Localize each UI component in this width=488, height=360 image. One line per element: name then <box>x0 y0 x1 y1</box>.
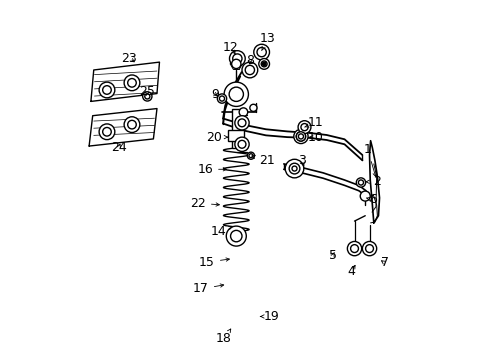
Circle shape <box>346 242 361 256</box>
Circle shape <box>217 94 226 103</box>
Circle shape <box>248 154 252 158</box>
Circle shape <box>239 108 247 116</box>
Text: 5: 5 <box>328 248 336 261</box>
Polygon shape <box>91 62 159 102</box>
Circle shape <box>247 152 254 159</box>
Circle shape <box>298 134 303 139</box>
Circle shape <box>230 230 242 242</box>
Circle shape <box>285 159 303 178</box>
Text: 21: 21 <box>251 154 274 167</box>
Circle shape <box>262 62 265 66</box>
Circle shape <box>296 132 305 141</box>
Circle shape <box>257 48 266 57</box>
Text: 23: 23 <box>122 52 137 65</box>
Circle shape <box>365 245 373 252</box>
Circle shape <box>226 226 246 246</box>
Text: 22: 22 <box>190 197 219 210</box>
Circle shape <box>231 59 241 68</box>
Circle shape <box>102 86 111 94</box>
Circle shape <box>249 104 257 111</box>
Circle shape <box>288 163 299 174</box>
Text: 18: 18 <box>215 329 231 346</box>
Text: 2: 2 <box>366 175 380 188</box>
Circle shape <box>242 62 257 78</box>
Circle shape <box>99 124 115 140</box>
Circle shape <box>356 178 365 187</box>
Circle shape <box>234 137 248 152</box>
Text: 3: 3 <box>297 154 305 167</box>
Text: 24: 24 <box>111 141 126 154</box>
Circle shape <box>300 123 307 131</box>
Circle shape <box>232 54 242 63</box>
Text: 9: 9 <box>211 88 219 101</box>
Circle shape <box>127 78 136 87</box>
Text: 16: 16 <box>197 163 226 176</box>
Text: 15: 15 <box>199 256 229 269</box>
Circle shape <box>261 61 266 67</box>
Text: 6: 6 <box>366 193 376 206</box>
Text: 13: 13 <box>259 32 275 51</box>
Circle shape <box>238 140 245 148</box>
Circle shape <box>293 129 307 144</box>
Circle shape <box>142 92 152 101</box>
Circle shape <box>253 44 269 60</box>
Circle shape <box>124 117 140 132</box>
Text: 7: 7 <box>380 256 388 269</box>
Circle shape <box>219 96 224 101</box>
FancyBboxPatch shape <box>231 109 240 148</box>
Circle shape <box>296 132 305 141</box>
Text: 19: 19 <box>260 310 279 323</box>
Text: 25: 25 <box>139 85 155 98</box>
Text: 12: 12 <box>223 41 238 54</box>
Circle shape <box>144 94 150 99</box>
Text: 8: 8 <box>245 54 253 67</box>
Circle shape <box>298 121 310 134</box>
Circle shape <box>350 245 358 252</box>
Circle shape <box>234 116 248 130</box>
Text: 17: 17 <box>193 283 223 296</box>
Text: 14: 14 <box>210 225 232 238</box>
Circle shape <box>102 127 111 136</box>
Circle shape <box>224 82 248 107</box>
Text: 10: 10 <box>307 131 323 144</box>
Polygon shape <box>89 109 157 146</box>
Text: 1: 1 <box>363 143 375 176</box>
Circle shape <box>362 242 376 256</box>
Circle shape <box>229 87 243 102</box>
Circle shape <box>229 51 244 66</box>
Circle shape <box>99 82 115 98</box>
Circle shape <box>291 166 296 171</box>
Circle shape <box>360 191 369 201</box>
Polygon shape <box>369 141 379 223</box>
Circle shape <box>124 75 140 91</box>
Text: 4: 4 <box>347 265 355 278</box>
Text: 20: 20 <box>206 131 227 144</box>
Circle shape <box>244 65 254 75</box>
Circle shape <box>258 59 269 69</box>
Circle shape <box>238 119 245 127</box>
Circle shape <box>358 180 363 185</box>
Circle shape <box>127 120 136 129</box>
FancyBboxPatch shape <box>228 130 244 141</box>
Text: 11: 11 <box>304 116 323 129</box>
